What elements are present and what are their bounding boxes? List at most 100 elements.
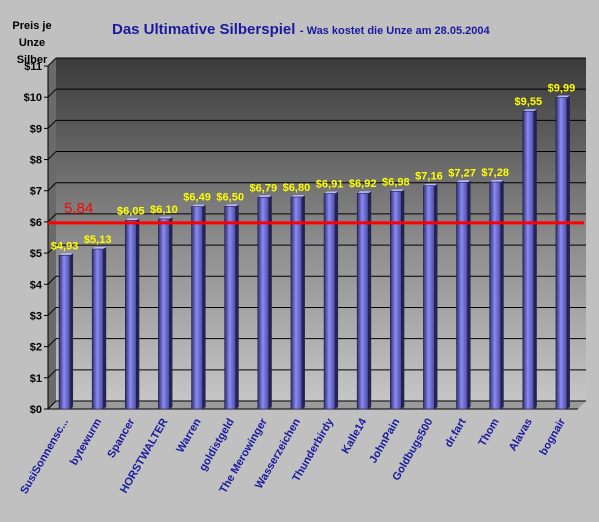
bar-top (357, 191, 372, 194)
bar (158, 218, 170, 410)
chart-subtitle: Was kostet die Unze am 28.05.2004 (306, 25, 490, 37)
bar-top (489, 179, 504, 182)
bar-top (191, 204, 206, 207)
data-label: $7,16 (415, 171, 443, 183)
bar-side (235, 204, 239, 409)
data-label: $6,50 (216, 191, 244, 203)
bar-side (434, 183, 438, 409)
category-label: JohnPain (367, 416, 402, 465)
gridline-side (47, 275, 57, 285)
category-label: HORSTWALTER (118, 416, 170, 495)
bar-side (202, 204, 206, 409)
bar-top (257, 195, 272, 198)
y-tick-label: $8 (30, 155, 42, 167)
bar-side (566, 95, 570, 409)
gridline-side (47, 244, 57, 254)
gridline-side (47, 307, 57, 316)
data-label: $9,99 (548, 82, 576, 94)
bar-top (522, 109, 537, 112)
category-label: Warren (175, 416, 204, 455)
category-label: goldistgeld (197, 417, 237, 474)
category-label: Goldbugs500 (390, 417, 435, 483)
data-label: $5,13 (84, 234, 112, 246)
bar-side (335, 191, 339, 409)
gridline-side (47, 151, 57, 160)
bar-top (324, 191, 339, 194)
bar-side (500, 179, 504, 409)
bar (191, 206, 203, 410)
bar-side (533, 109, 537, 410)
bar-top (390, 189, 405, 192)
bar-top (59, 253, 74, 256)
bar (456, 182, 468, 410)
chart-title-block: Das Ultimative Silberspiel - Was kostet … (112, 21, 490, 38)
bar (522, 110, 535, 410)
y-tick-label: $9 (30, 123, 42, 135)
y-tick-label: $0 (30, 404, 42, 416)
bar (555, 97, 568, 410)
data-label: $9,55 (515, 96, 543, 108)
bar-side (103, 247, 107, 409)
y-tick-label: $10 (24, 92, 42, 104)
y-tick-label: $6 (30, 217, 42, 229)
plot-floor (48, 401, 586, 409)
gridline-side (47, 338, 57, 347)
bar-top (158, 216, 173, 219)
bar-top (423, 183, 438, 186)
y-tick-label: $5 (30, 248, 42, 260)
bar-side (401, 189, 405, 409)
bar (91, 248, 104, 410)
bar-side (268, 195, 272, 409)
gridline-side (47, 120, 57, 129)
bar-side (467, 180, 471, 409)
bar-top (290, 194, 305, 197)
bar-top (555, 95, 570, 98)
y-tick-label: $7 (30, 186, 42, 198)
gridline-side (47, 88, 57, 98)
reference-line-label: 5,84 (64, 200, 93, 217)
category-label: Thom (476, 416, 501, 448)
bar-side (368, 191, 372, 409)
plot-area (56, 58, 586, 401)
bar (290, 196, 303, 410)
category-label: Thunderbirdy (290, 416, 336, 484)
chart-title: Das Ultimative Silberspiel (112, 21, 296, 38)
category-label: Spancer (105, 416, 137, 460)
bar-side (136, 218, 140, 409)
bar (58, 254, 71, 410)
bar (489, 181, 501, 410)
category-label: bytewurm (68, 416, 104, 467)
y-tick-label: $3 (30, 310, 42, 322)
data-label: $6,91 (316, 179, 344, 191)
bar-top (224, 204, 239, 207)
bar-top (125, 218, 140, 221)
data-label: $4,93 (51, 240, 79, 252)
bar (423, 185, 435, 410)
data-label: $7,28 (481, 167, 509, 179)
category-label: SusiSonnensc... (18, 417, 71, 497)
bar-top (92, 247, 107, 250)
gridline-side (47, 369, 57, 379)
bar (224, 206, 236, 410)
y-tick-label: $1 (30, 373, 42, 385)
bar-side (301, 194, 305, 409)
gridline-side (47, 182, 57, 192)
data-label: $6,05 (117, 205, 145, 217)
plot-side-wall (48, 58, 56, 409)
bar-top (456, 180, 471, 183)
bar (257, 196, 270, 410)
data-label: $6,49 (183, 192, 211, 204)
bar (323, 193, 336, 410)
y-axis-title: Preis je Unze Silber (12, 20, 52, 66)
gridline-side (47, 400, 57, 410)
y-tick-label: $4 (30, 279, 43, 291)
data-label: $6,10 (150, 204, 178, 216)
bar (356, 192, 369, 410)
category-label: dr.fart (443, 416, 469, 449)
bar-side (169, 216, 173, 409)
data-label: $6,80 (283, 182, 311, 194)
category-label: Kalle14 (340, 416, 370, 456)
category-label: Wasserzeichen (253, 416, 303, 491)
